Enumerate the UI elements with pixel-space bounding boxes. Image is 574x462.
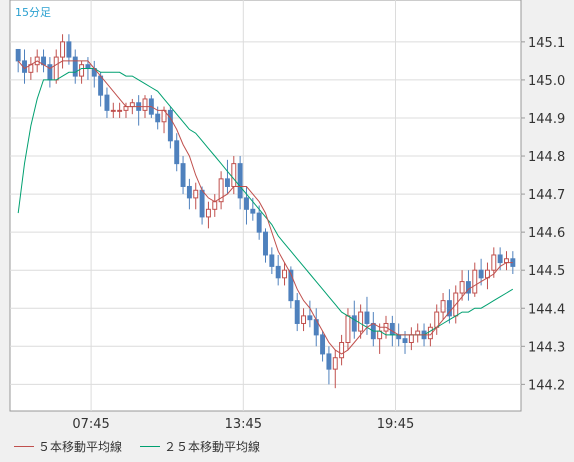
candle-body-7 <box>60 41 66 58</box>
candle-body-17 <box>123 106 129 111</box>
candle-body-11 <box>85 64 91 69</box>
x-axis: 07:45 13:45 19:45 <box>72 417 414 432</box>
candle-body-75 <box>491 254 497 271</box>
candle-body-49 <box>326 353 332 370</box>
candle-body-0 <box>15 48 21 62</box>
candle-body-32 <box>218 178 224 203</box>
y-tick-label-5: 144.6 <box>528 226 565 241</box>
candle-body-63 <box>415 330 421 336</box>
candle-body-67 <box>440 300 446 313</box>
y-tick-label-4: 144.7 <box>528 188 565 203</box>
candle-body-41 <box>275 265 281 279</box>
candle-body-52 <box>345 315 351 344</box>
plot-area <box>9 0 522 412</box>
candle-body-6 <box>53 56 59 81</box>
candle-body-60 <box>396 334 402 340</box>
y-tick-label-9: 144.2 <box>528 378 565 393</box>
candle-body-68 <box>446 300 452 317</box>
candle-body-72 <box>472 269 478 294</box>
candle-body-50 <box>332 357 338 370</box>
legend-swatch-ma5 <box>14 446 34 447</box>
candle-body-31 <box>212 201 218 210</box>
candle-body-5 <box>47 64 53 81</box>
candle-body-77 <box>504 258 509 264</box>
candle-body-24 <box>167 109 173 142</box>
candle-body-51 <box>339 342 345 359</box>
legend-item-ma5: ５本移動平均線 <box>14 438 122 455</box>
candle-body-37 <box>250 208 256 214</box>
y-tick-label-0: 145.1 <box>528 36 565 51</box>
legend-label-ma5: ５本移動平均線 <box>38 440 123 454</box>
x-tick-label-2: 19:45 <box>377 417 414 432</box>
y-tick-label-1: 145.0 <box>528 74 565 89</box>
candle-body-45 <box>301 315 307 324</box>
candle-body-71 <box>465 281 471 294</box>
ma25-line <box>17 68 514 336</box>
candle-body-38 <box>256 212 262 233</box>
x-tick-label-1: 13:45 <box>225 417 262 432</box>
candle-body-59 <box>389 322 395 336</box>
candle-body-62 <box>408 334 414 343</box>
candle-body-44 <box>294 300 300 324</box>
candle-body-39 <box>263 231 268 256</box>
candle-body-14 <box>104 94 110 111</box>
candle-body-76 <box>497 254 503 264</box>
y-tick-label-6: 144.5 <box>528 264 565 279</box>
y-tick-label-7: 144.4 <box>528 302 565 317</box>
candle-body-30 <box>205 208 211 218</box>
candle-body-40 <box>269 254 275 267</box>
candle-body-8 <box>66 41 72 58</box>
legend-swatch-ma25 <box>140 446 161 447</box>
candle-body-61 <box>402 338 408 344</box>
y-tick-label-8: 144.3 <box>528 340 565 355</box>
candle-body-20 <box>142 98 148 111</box>
candle-body-29 <box>199 189 205 218</box>
candle-body-9 <box>72 56 78 77</box>
timeframe-label: 15分足 <box>15 6 51 19</box>
candle-body-53 <box>351 315 357 332</box>
candle-body-13 <box>98 75 104 96</box>
candle-body-46 <box>307 315 313 321</box>
y-axis: 145.1 145.0 144.9 144.8 144.7 144.6 144.5 144.4… <box>521 36 565 393</box>
candle-body-55 <box>364 311 370 324</box>
candle-body-54 <box>358 311 364 332</box>
candle-body-18 <box>129 102 135 108</box>
legend: ５本移動平均線 ２５本移動平均線 <box>14 438 260 455</box>
candle-body-36 <box>244 197 249 210</box>
candle-body-73 <box>478 269 484 279</box>
candle-body-22 <box>155 113 161 123</box>
legend-label-ma25: ２５本移動平均線 <box>164 440 261 454</box>
ma5-line <box>17 60 513 355</box>
y-tick-label-3: 144.8 <box>528 150 565 165</box>
candle-body-33 <box>224 178 230 187</box>
candle-body-70 <box>459 281 465 294</box>
legend-item-ma25: ２５本移動平均線 <box>140 438 260 455</box>
candle-body-10 <box>79 64 85 77</box>
candle-body-42 <box>282 269 287 279</box>
moving-averages <box>17 60 514 355</box>
candle-body-48 <box>320 334 326 355</box>
candle-body-34 <box>231 163 237 187</box>
y-tick-label-2: 144.9 <box>528 112 565 127</box>
candle-body-25 <box>174 140 180 165</box>
candle-body-26 <box>180 163 186 187</box>
candle-body-27 <box>186 185 192 199</box>
candle-body-15 <box>110 109 116 112</box>
candle-body-43 <box>288 269 294 302</box>
candle-body-35 <box>237 163 243 199</box>
x-tick-label-0: 07:45 <box>72 417 109 432</box>
candle-body-16 <box>117 109 123 112</box>
candle-body-28 <box>193 189 199 199</box>
